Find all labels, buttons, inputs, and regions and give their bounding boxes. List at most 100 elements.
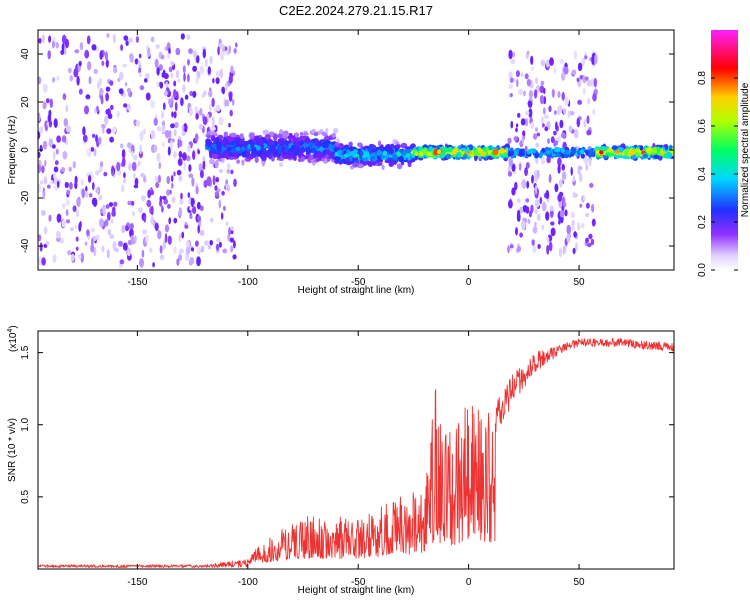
- heatmap-cell: [102, 207, 107, 217]
- heatmap-cell: [669, 144, 673, 151]
- heatmap-cell: [299, 132, 304, 136]
- heatmap-cell: [38, 234, 42, 242]
- heatmap-cell: [86, 229, 90, 237]
- heatmap-cell: [299, 149, 306, 154]
- heatmap-cell: [101, 60, 105, 66]
- heatmap-cell: [78, 88, 83, 95]
- colorbar-tick-label: 0.4: [697, 167, 708, 181]
- heatmap-cell: [258, 150, 262, 156]
- heatmap-cell: [671, 150, 674, 154]
- heatmap-cell: [587, 242, 592, 248]
- heatmap-cell: [388, 148, 395, 155]
- heatmap-cell: [586, 202, 590, 209]
- heatmap-cell: [179, 198, 184, 205]
- heatmap-cell: [577, 165, 581, 175]
- snr-x-label: Height of straight line (km): [298, 585, 415, 596]
- heatmap-cell: [52, 77, 56, 83]
- heatmap-x-ticks: -150 -100 -50 0 50: [127, 30, 585, 288]
- heatmap-cell: [38, 183, 42, 193]
- heatmap-cell: [574, 242, 578, 252]
- heatmap-cell: [195, 75, 199, 85]
- heatmap-cell: [220, 68, 223, 79]
- heatmap-cell: [211, 153, 218, 158]
- heatmap-cell: [521, 135, 525, 145]
- heatmap-cell: [87, 60, 92, 71]
- heatmap-cell: [555, 121, 558, 131]
- heatmap-cell: [618, 147, 624, 153]
- heatmap-cell: [558, 219, 561, 225]
- heatmap-cell: [70, 227, 74, 232]
- heatmap-cell: [254, 156, 259, 163]
- heatmap-cell: [145, 234, 149, 244]
- heatmap-cell: [272, 153, 279, 157]
- heatmap-cell: [76, 75, 80, 86]
- heatmap-cell: [39, 242, 43, 252]
- snr-y-label: SNR (10 * v/v): [7, 418, 18, 482]
- heatmap-cell: [189, 214, 193, 220]
- x-tick-label: -150: [127, 277, 147, 288]
- heatmap-cell: [572, 247, 576, 255]
- heatmap-cell: [282, 131, 287, 139]
- heatmap-cell: [41, 165, 45, 174]
- heatmap-cell: [568, 125, 573, 132]
- heatmap-cell: [211, 148, 215, 153]
- heatmap-cell: [147, 189, 151, 199]
- heatmap-cell: [187, 59, 190, 66]
- heatmap-cell: [42, 101, 47, 110]
- heatmap-cell: [546, 156, 551, 164]
- heatmap-cell: [233, 240, 236, 249]
- heatmap-cell: [48, 35, 52, 43]
- heatmap-cell: [524, 110, 530, 116]
- heatmap-cell: [172, 89, 177, 98]
- heatmap-cell: [566, 233, 571, 243]
- heatmap-cell: [144, 78, 148, 83]
- heatmap-cell: [98, 166, 103, 173]
- heatmap-cell: [174, 101, 178, 112]
- heatmap-cell: [192, 50, 198, 58]
- heatmap-cell: [121, 157, 126, 167]
- heatmap-cell: [239, 139, 246, 145]
- heatmap-cell: [189, 205, 193, 211]
- heatmap-cell: [196, 201, 201, 210]
- heatmap-cell: [558, 179, 563, 188]
- heatmap-cell: [218, 116, 224, 126]
- heatmap-cell: [49, 98, 53, 108]
- heatmap-cell: [74, 224, 78, 230]
- heatmap-cell: [133, 172, 136, 179]
- heatmap-cell: [556, 147, 561, 153]
- heatmap-cell: [573, 231, 577, 238]
- heatmap-cell: [557, 164, 561, 174]
- heatmap-cell: [123, 178, 127, 184]
- heatmap-cell: [54, 160, 59, 166]
- heatmap-cell: [363, 160, 368, 166]
- heatmap-cell: [534, 208, 538, 215]
- heatmap-cell: [174, 121, 179, 129]
- heatmap-cell: [78, 60, 82, 67]
- heatmap-cell: [527, 218, 531, 224]
- heatmap-cell: [109, 234, 115, 240]
- heatmap-cell: [80, 179, 84, 186]
- heatmap-cell: [447, 146, 453, 153]
- heatmap-cell: [178, 139, 182, 147]
- heatmap-cell: [304, 137, 311, 144]
- heatmap-cell: [563, 66, 569, 75]
- heatmap-cell: [190, 247, 195, 252]
- heatmap-cell: [42, 83, 48, 93]
- heatmap-cell: [76, 209, 79, 217]
- heatmap-cell: [223, 136, 227, 143]
- heatmap-cell: [286, 154, 291, 159]
- heatmap-cell: [180, 97, 184, 107]
- heatmap-cell: [134, 58, 139, 65]
- x-tick-label: -50: [351, 277, 366, 288]
- heatmap-cell: [171, 111, 174, 118]
- heatmap-cell: [593, 77, 597, 88]
- heatmap-cell: [139, 131, 144, 141]
- heatmap-cell: [38, 256, 43, 267]
- heatmap-cell: [591, 203, 595, 213]
- heatmap-cell: [579, 173, 583, 183]
- heatmap-cell: [252, 151, 256, 157]
- heatmap-cell: [650, 154, 655, 158]
- heatmap-cell: [209, 126, 216, 131]
- heatmap-cell: [61, 219, 66, 228]
- heatmap-cell: [536, 213, 541, 221]
